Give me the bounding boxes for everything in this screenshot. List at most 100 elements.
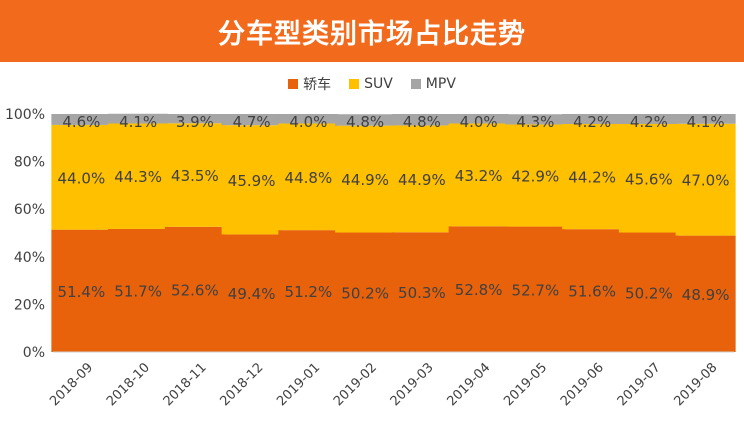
bar-segment-mpv [562,114,623,124]
chart-title: 分车型类别市场占比走势 [218,18,526,50]
data-label: 4.1% [687,113,725,131]
bar-segment-mpv [505,114,566,125]
bar-segment-mpv [448,114,509,124]
data-label: 50.2% [341,284,389,302]
x-tick-label: 2019-06 [558,360,607,409]
data-label: 45.9% [228,172,276,190]
bar-segment-sedan [164,226,225,352]
data-label: 44.9% [341,171,389,189]
legend-label-sedan: 轿车 [303,77,332,93]
bar-segment-sedan [221,234,282,352]
data-label: 47.0% [682,172,730,190]
data-label: 44.0% [58,169,106,187]
bar-segment-suv [675,123,736,236]
data-label: 43.2% [455,167,503,185]
bar-segment-sedan [51,229,112,352]
bar-segment-sedan [278,230,339,352]
data-label: 51.6% [568,283,616,301]
x-tick-label: 2018-10 [104,360,153,409]
data-label: 43.5% [171,167,219,185]
bar-segment-sedan [675,235,736,352]
data-label: 52.7% [512,281,560,299]
data-label: 45.6% [625,170,673,188]
data-label: 44.3% [114,168,162,186]
bar-segment-suv [618,123,679,233]
bar-segment-sedan [335,232,396,352]
legend-swatch-suv [349,79,360,89]
bar-segment-sedan [448,226,509,352]
bar-segment-sedan [618,232,679,352]
x-tick-label: 2019-01 [274,360,323,409]
bar-segment-suv [51,124,112,230]
x-tick-label: 2019-05 [501,360,550,409]
data-label: 4.2% [630,113,668,131]
legend-label-suv: SUV [364,76,393,92]
x-tick-label: 2019-08 [671,360,720,409]
data-label: 50.3% [398,284,446,302]
bar-segment-mpv [164,114,225,124]
data-label: 4.0% [460,113,498,131]
legend-item-mpv: MPV [410,74,456,94]
legend-swatch-mpv [410,79,421,89]
data-label: 44.2% [568,169,616,187]
data-label: 4.8% [403,113,441,131]
legend-item-suv: SUV [349,74,393,94]
bar-segment-mpv [675,114,736,124]
y-tick-label: 40% [14,250,45,266]
legend-swatch-sedan [288,79,299,89]
bar-segment-mpv [108,113,169,124]
x-tick-label: 2019-07 [615,360,664,409]
data-label: 4.0% [289,113,327,131]
bar-segment-mpv [51,114,112,125]
bar-segment-mpv [221,114,282,126]
bar-segment-sedan [562,229,623,352]
data-label: 3.9% [176,113,214,131]
bar-segment-suv [562,123,623,230]
y-tick-label: 100% [5,107,45,123]
bar-segment-sedan [108,228,169,352]
data-label: 44.8% [285,169,333,187]
x-tick-label: 2018-11 [161,360,210,409]
bar-segment-suv [505,124,566,227]
data-label: 51.7% [114,282,162,300]
y-tick-label: 20% [14,297,45,313]
data-label: 4.2% [573,113,611,131]
data-label: 4.7% [233,113,271,131]
bar-segment-mpv [335,114,396,126]
x-tick-label: 2018-12 [217,360,266,409]
data-label: 49.4% [228,285,276,303]
x-tick-label: 2019-02 [331,360,380,409]
bar-segment-suv [164,123,225,227]
data-label: 4.3% [516,113,554,131]
bar-segment-sedan [505,226,566,352]
legend-item-sedan: 轿车 [288,74,331,94]
bar-segment-suv [335,125,396,233]
bar-segment-suv [391,125,452,233]
bar-segment-mpv [391,114,452,126]
data-label: 51.4% [58,283,106,301]
data-label: 52.8% [455,281,503,299]
bar-segment-sedan [391,232,452,352]
bar-segment-suv [108,123,169,229]
data-label: 48.9% [682,286,730,304]
x-tick-label: 2018-09 [47,360,96,409]
bar-segment-suv [278,123,339,231]
x-tick-label: 2019-04 [444,360,493,409]
bar-segment-mpv [618,114,679,124]
data-label: 51.2% [285,283,333,301]
data-label: 4.1% [119,113,157,131]
data-label: 44.9% [398,171,446,189]
y-tick-label: 80% [14,155,45,171]
data-label: 42.9% [512,168,560,186]
x-tick-label: 2019-03 [388,360,437,409]
legend: 轿车 SUV MPV [0,74,744,94]
data-label: 52.6% [171,281,219,299]
title-bar: 分车型类别市场占比走势 [0,0,744,62]
bar-segment-suv [221,125,282,235]
legend-label-mpv: MPV [425,76,456,92]
y-tick-label: 60% [14,202,45,218]
data-label: 4.6% [62,113,100,131]
bar-segment-suv [448,123,509,227]
data-label: 4.8% [346,113,384,131]
